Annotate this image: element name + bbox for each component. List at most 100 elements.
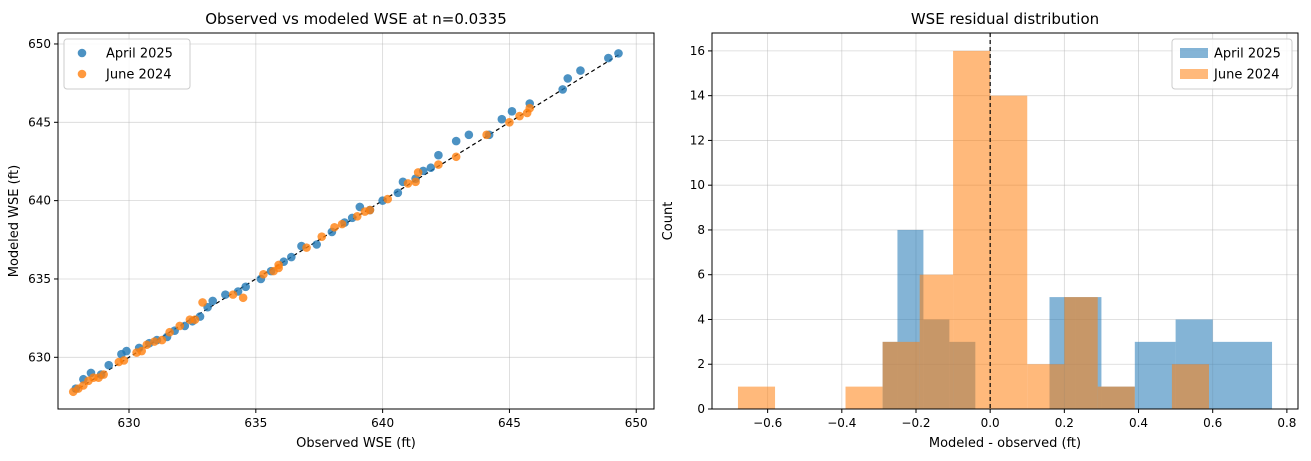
data-point — [241, 282, 250, 292]
histogram-bar — [1064, 297, 1098, 409]
histogram-bar — [1171, 364, 1209, 409]
histogram-x-label: Modeled - observed (ft) — [929, 436, 1081, 451]
x-tick-label: −0.6 — [753, 416, 782, 430]
data-point — [122, 346, 131, 356]
data-point — [221, 290, 230, 299]
data-point — [482, 130, 491, 140]
histogram-bar — [882, 341, 920, 409]
data-point — [383, 194, 393, 204]
data-point — [558, 85, 567, 94]
data-point — [312, 240, 321, 249]
histogram-chart: −0.6 −0.4 −0.2 0.0 0.2 0.4 0.6 0.8 0 2 4 6 8 10 12 14 16… — [661, 10, 1299, 451]
data-point — [505, 118, 514, 127]
legend-swatch — [1180, 69, 1208, 79]
x-tick-label: 650 — [625, 416, 648, 430]
data-point — [165, 327, 174, 337]
data-point — [137, 346, 146, 356]
scatter-y-label: Modeled WSE (ft) — [7, 165, 22, 277]
data-point — [434, 160, 443, 169]
data-point — [604, 53, 613, 63]
histogram-bar — [990, 95, 1028, 410]
data-point — [563, 74, 573, 83]
data-point — [464, 130, 474, 140]
data-point — [104, 360, 114, 370]
scatter-points — [68, 49, 623, 397]
scatter-grid — [58, 33, 654, 409]
x-tick-label: 630 — [118, 416, 141, 430]
data-point — [413, 168, 423, 177]
data-point — [175, 321, 185, 331]
scatter-chart: 630 635 640 645 650 630 635 640 645 650 Observed … — [7, 10, 655, 451]
histogram-bars — [737, 50, 1273, 410]
data-point — [99, 370, 108, 379]
legend-marker — [77, 48, 87, 58]
y-tick-label: 650 — [28, 37, 51, 51]
y-tick-label: 14 — [690, 89, 705, 103]
histogram-bar — [1097, 386, 1135, 409]
data-point — [365, 205, 375, 215]
data-point — [228, 290, 238, 299]
data-point — [525, 103, 535, 113]
scatter-ticks: 630 635 640 645 650 630 635 640 645 650 — [28, 37, 648, 430]
data-point — [317, 232, 327, 241]
legend-label: June 2024 — [105, 68, 172, 83]
data-point — [274, 260, 283, 270]
histogram-bar — [737, 386, 776, 409]
histogram-bar — [1027, 364, 1065, 409]
data-point — [330, 222, 339, 232]
data-point — [142, 340, 152, 350]
data-point — [208, 296, 218, 306]
x-tick-label: 640 — [371, 416, 394, 430]
y-tick-label: 640 — [28, 194, 51, 208]
legend-marker — [77, 69, 87, 79]
data-point — [393, 188, 403, 198]
histogram-legend: April 2025 June 2024 — [1171, 38, 1293, 90]
data-point — [515, 111, 524, 121]
y-tick-label: 6 — [697, 268, 705, 282]
x-tick-label: 0.2 — [1055, 416, 1074, 430]
data-point — [507, 107, 517, 116]
data-point — [614, 49, 623, 58]
legend-label: April 2025 — [1214, 47, 1281, 62]
data-point — [119, 356, 129, 365]
histogram-y-label: Count — [661, 202, 676, 241]
data-point — [451, 136, 461, 146]
y-tick-label: 4 — [697, 312, 705, 326]
histogram-bar — [953, 50, 991, 410]
data-point — [426, 163, 436, 173]
histogram-frame — [711, 32, 1299, 410]
data-point — [150, 337, 159, 346]
data-point — [157, 335, 167, 345]
legend-swatch — [1180, 48, 1208, 58]
histogram-ticks: −0.6 −0.4 −0.2 0.0 0.2 0.4 0.6 0.8 0 2 4 6 8 10 12 14 16 — [690, 44, 1297, 430]
x-tick-label: 0.6 — [1203, 416, 1222, 430]
y-tick-label: 2 — [697, 357, 705, 371]
data-point — [302, 243, 311, 252]
y-tick-label: 635 — [28, 272, 51, 286]
histogram-bar — [919, 274, 954, 409]
y-tick-label: 630 — [28, 350, 51, 364]
x-tick-label: 0.4 — [1129, 416, 1148, 430]
legend-label: April 2025 — [106, 47, 173, 62]
y-tick-label: 10 — [690, 178, 705, 192]
y-tick-label: 645 — [28, 115, 51, 129]
data-point — [259, 269, 268, 279]
scatter-title: Observed vs modeled WSE at n=0.0335 — [205, 10, 507, 28]
scatter-frame — [57, 32, 655, 410]
data-point — [434, 150, 443, 160]
x-tick-label: −0.4 — [827, 416, 856, 430]
y-tick-label: 16 — [690, 44, 705, 58]
data-point — [190, 315, 200, 325]
histogram-bar — [1134, 341, 1176, 409]
scatter-x-label: Observed WSE (ft) — [296, 436, 416, 451]
histogram-title: WSE residual distribution — [911, 10, 1099, 28]
data-point — [337, 219, 347, 229]
legend-box — [63, 38, 191, 90]
data-point — [238, 293, 248, 303]
y-tick-label: 12 — [690, 133, 705, 147]
y-tick-label: 0 — [697, 402, 705, 416]
data-point — [403, 179, 413, 188]
data-point — [352, 212, 362, 221]
data-point — [576, 66, 585, 75]
